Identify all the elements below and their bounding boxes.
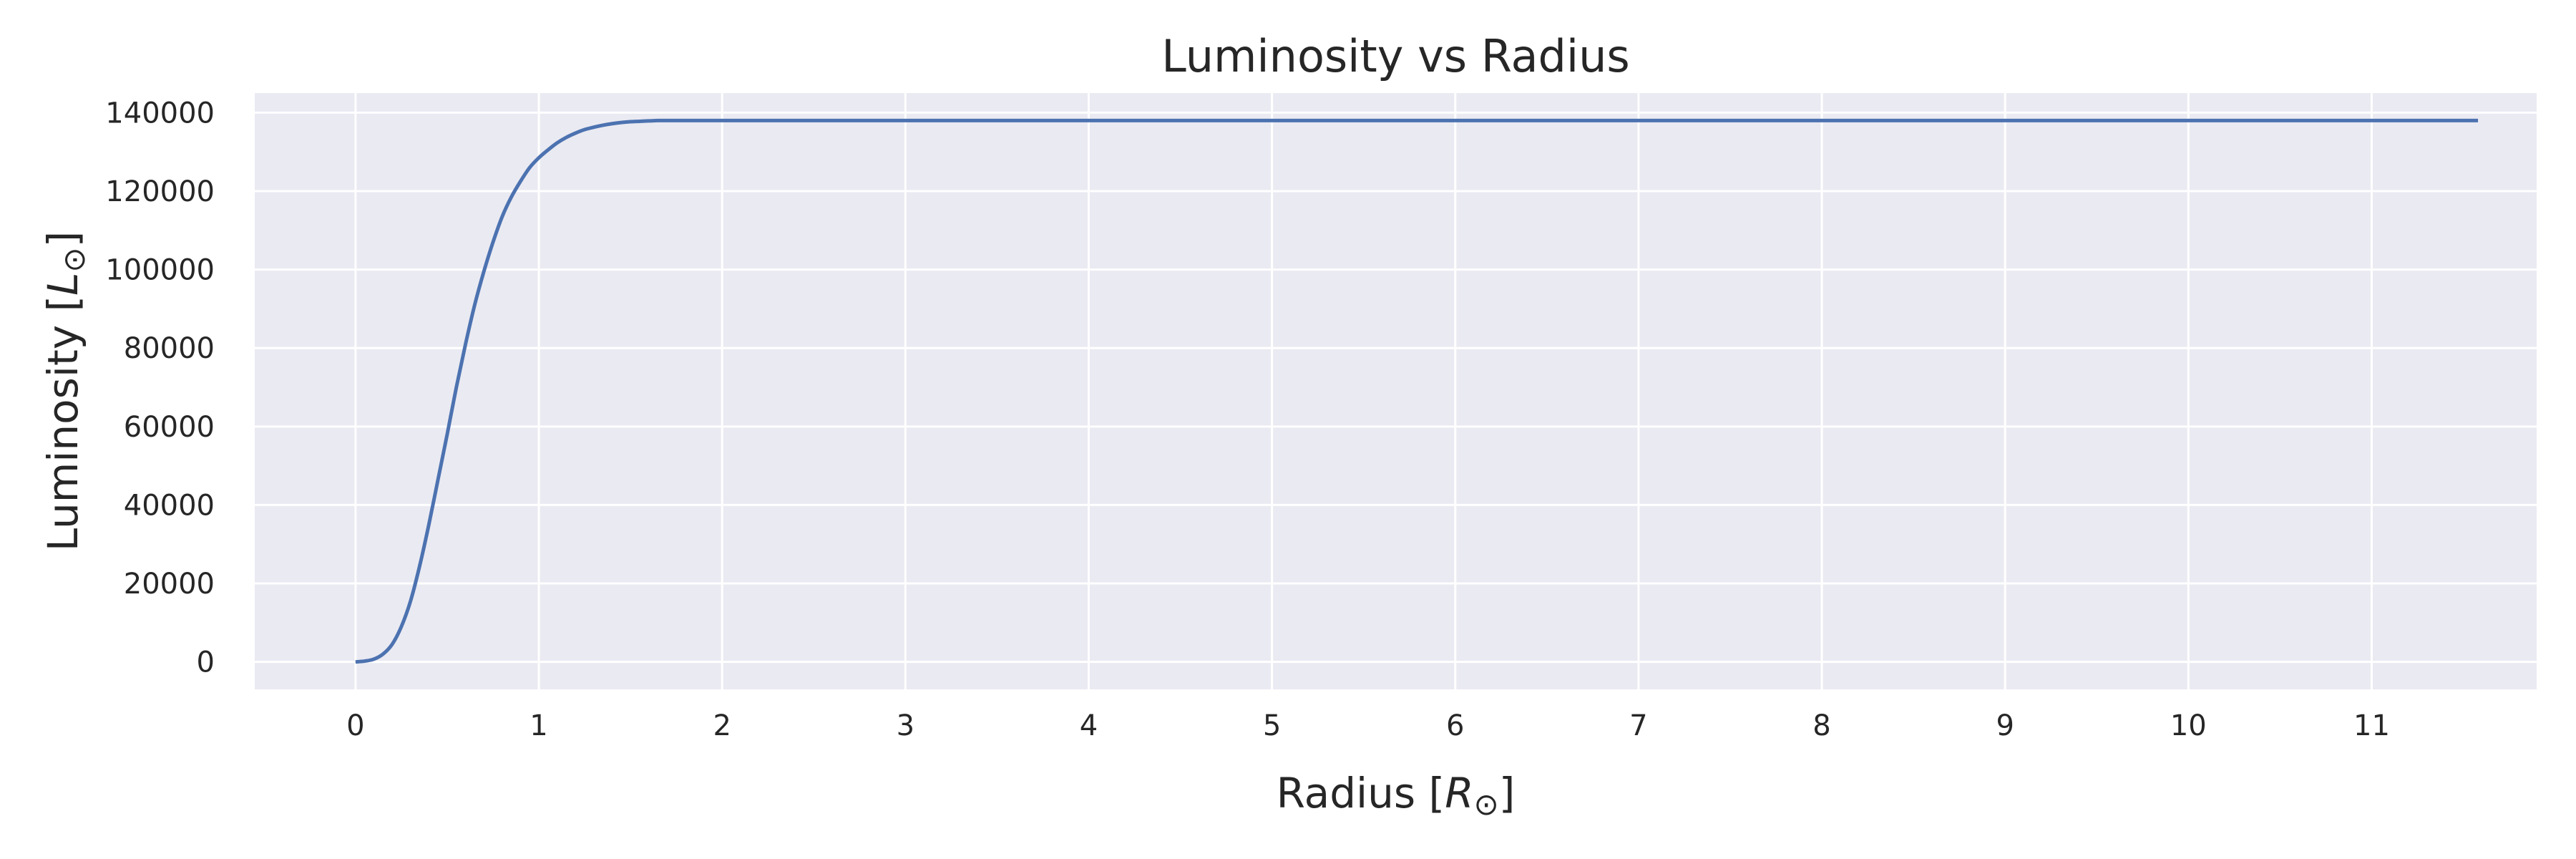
y-axis-label-sub: ⊙ bbox=[57, 247, 92, 272]
x-tick-label: 5 bbox=[1263, 709, 1281, 742]
y-tick-label: 80000 bbox=[124, 332, 215, 365]
y-tick-label: 20000 bbox=[124, 568, 215, 601]
x-axis-label-sub: ⊙ bbox=[1474, 787, 1499, 822]
x-tick-label: 4 bbox=[1080, 709, 1098, 742]
x-tick-label: 7 bbox=[1629, 709, 1647, 742]
x-tick-label: 2 bbox=[713, 709, 731, 742]
x-tick-label: 10 bbox=[2170, 709, 2207, 742]
x-tick-labels: 0 1 2 3 4 5 6 7 8 9 10 11 bbox=[346, 709, 2390, 742]
y-tick-labels: 0 20000 40000 60000 80000 100000 120000 140000 bbox=[105, 97, 215, 679]
x-tick-label: 11 bbox=[2353, 709, 2390, 742]
y-axis-label-prefix: Luminosity [ bbox=[39, 296, 87, 551]
plot-area bbox=[255, 93, 2537, 689]
y-tick-label: 140000 bbox=[105, 97, 215, 130]
x-tick-label: 0 bbox=[346, 709, 364, 742]
x-tick-label: 1 bbox=[530, 709, 547, 742]
grid bbox=[255, 93, 2537, 689]
series-line bbox=[355, 118, 2479, 664]
y-axis-label-suffix: ] bbox=[39, 231, 87, 248]
x-tick-label: 8 bbox=[1813, 709, 1830, 742]
x-tick-label: 6 bbox=[1446, 709, 1464, 742]
y-tick-label: 100000 bbox=[105, 254, 215, 287]
y-axis-label-symbol: L bbox=[39, 273, 87, 296]
x-axis-label-prefix: Radius [ bbox=[1277, 769, 1445, 817]
x-axis-label: Radius [R⊙] bbox=[1277, 769, 1516, 822]
x-tick-label: 3 bbox=[897, 709, 914, 742]
y-tick-label: 0 bbox=[197, 646, 215, 679]
y-tick-label: 120000 bbox=[105, 175, 215, 208]
y-tick-label: 40000 bbox=[124, 489, 215, 522]
x-axis-label-suffix: ] bbox=[1499, 769, 1516, 817]
x-tick-label: 9 bbox=[1996, 709, 2014, 742]
y-tick-label: 60000 bbox=[124, 411, 215, 444]
y-axis-label: Luminosity [L⊙] bbox=[39, 231, 92, 552]
x-axis-label-symbol: R bbox=[1445, 769, 1473, 817]
chart-title: Luminosity vs Radius bbox=[1161, 30, 1629, 82]
